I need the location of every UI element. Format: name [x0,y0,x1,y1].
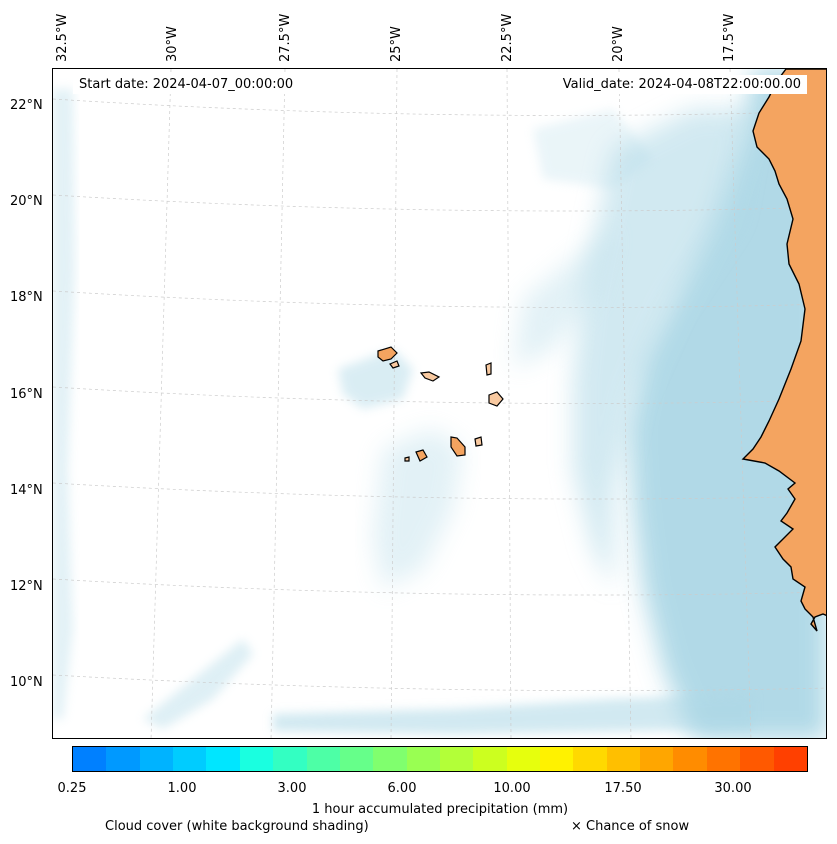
colorbar-tick-17-50: 17.50 [604,781,642,796]
colorbar-segment [373,747,407,771]
island-brava [404,456,410,462]
colorbar-segment [273,747,307,771]
map-canvas [53,69,826,738]
africa-landmass [741,69,826,632]
colorbar-segment [740,747,774,771]
start-date-label: Start date: 2024-04-07_00:00:00 [73,75,300,94]
cloud-streak-sw [143,639,253,729]
colorbar-segment [73,747,107,771]
colorbar-segment [106,747,140,771]
lon-line-20w [618,69,632,738]
island-sal [485,362,492,376]
colorbar-tick-1-00: 1.00 [167,781,197,796]
island-fogo [415,449,428,462]
lat-label-10n: 10°N [10,675,43,690]
colorbar-segment [506,747,541,771]
lon-line-27-5w [270,69,286,738]
lon-line-22-5w [506,69,512,738]
lon-label-32-5w: 32.5°W [55,13,70,62]
snow-legend: × Chance of snow [571,819,690,834]
lon-label-27-5w: 27.5°W [278,13,293,62]
cape-verde-islands [377,346,504,462]
colorbar-segment [640,747,674,771]
island-maio [474,436,483,447]
cloud-strip-west [53,89,75,719]
island-santo-antao [377,346,398,362]
colorbar-tick-0-25: 0.25 [57,781,87,796]
cloud-band-east [628,69,826,738]
colorbar-segment [473,747,507,771]
cloud-band-middle [573,109,753,589]
island-sao-vicente [389,360,400,369]
lon-label-30w: 30°W [165,26,180,62]
graticule [53,69,826,738]
colorbar-segment [339,747,374,771]
map-area[interactable] [52,68,827,739]
colorbar-segment [773,747,807,771]
lat-label-18n: 18°N [10,290,43,305]
island-sao-nicolau [419,371,441,382]
cloud-cover-layer [53,69,826,738]
colorbar-segment [206,747,240,771]
lat-label-22n: 22°N [10,98,43,113]
colorbar-tick-10-00: 10.00 [493,781,531,796]
cloud-streak-north [513,229,613,369]
lon-line-30w [150,69,172,738]
lon-label-17-5w: 17.5°W [722,13,737,62]
colorbar-segment [406,747,440,771]
lat-label-12n: 12°N [10,579,43,594]
island-boa-vista [488,391,504,407]
lon-label-25w: 25°W [389,26,404,62]
lat-label-20n: 20°N [10,194,43,209]
lat-label-16n: 16°N [10,387,43,402]
colorbar-segment [239,747,274,771]
cloud-band-bottom [273,694,753,734]
colorbar-segment [173,747,207,771]
colorbar-tick-6-00: 6.00 [387,781,417,796]
colorbar-segment [540,747,574,771]
cloud-cover-legend: Cloud cover (white background shading) [105,819,369,834]
cloud-patch-south [373,429,463,589]
lon-line-25w [390,69,398,738]
colorbar-segment [439,747,474,771]
lon-line-17-5w [729,69,752,738]
valid-date-label: Valid_date: 2024-04-08T22:00:00.00 [556,75,807,94]
colorbar-tick-30-00: 30.00 [714,781,752,796]
cloud-patch-north [533,109,653,189]
colorbar-segment [673,747,707,771]
lat-label-14n: 14°N [10,483,43,498]
colorbar-tick-3-00: 3.00 [277,781,307,796]
colorbar-segment [606,747,641,771]
colorbar-segment [573,747,607,771]
colorbar-title: 1 hour accumulated precipitation (mm) [311,802,569,817]
lon-label-20w: 20°W [611,26,626,62]
colorbar-segment [706,747,741,771]
precipitation-colorbar [72,746,808,772]
colorbar-segment [306,747,340,771]
colorbar-segment [139,747,174,771]
lon-label-22-5w: 22.5°W [500,13,515,62]
island-santiago [450,436,466,457]
